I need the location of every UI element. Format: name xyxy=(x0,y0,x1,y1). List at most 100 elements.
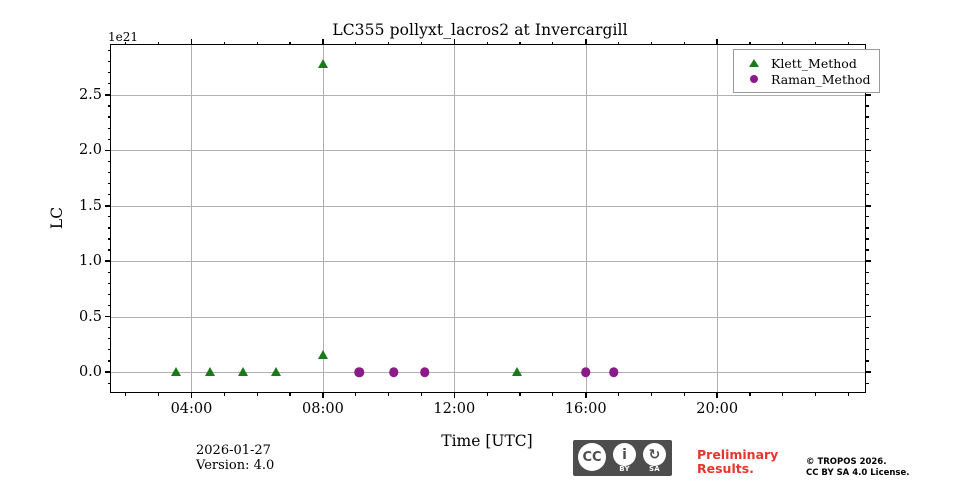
y-axis-minor-tick-right xyxy=(865,160,869,162)
y-axis-minor-tick-right xyxy=(865,182,869,185)
x-axis-minor-tick-top xyxy=(355,41,357,45)
gridline-vertical xyxy=(585,45,587,392)
y-axis-tick-right xyxy=(865,204,871,207)
x-axis-minor-tick-top xyxy=(256,41,258,45)
y-axis-minor-tick xyxy=(107,160,111,162)
y-axis-minor-tick-right xyxy=(865,238,869,240)
x-axis-minor-tick xyxy=(158,392,160,396)
y-axis-minor-tick xyxy=(107,83,111,85)
gridline-vertical xyxy=(191,45,193,392)
x-axis-minor-tick xyxy=(815,392,817,396)
y-axis-minor-tick-right xyxy=(865,282,869,284)
y-axis-minor-tick-right xyxy=(865,116,869,118)
y-axis-minor-tick xyxy=(107,61,111,63)
x-axis-minor-tick xyxy=(617,392,620,396)
y-axis-minor-tick xyxy=(107,49,111,52)
gridline-vertical xyxy=(322,45,324,392)
x-axis-minor-tick xyxy=(519,392,521,396)
x-axis-minor-tick-top xyxy=(552,41,554,45)
y-axis-minor-tick xyxy=(107,382,111,384)
y-axis-minor-tick-right xyxy=(865,360,869,362)
y-axis-tick-label: 2.0 xyxy=(78,142,102,159)
y-axis-tick-right xyxy=(865,260,871,262)
triangle-icon xyxy=(749,59,759,67)
x-axis-minor-tick xyxy=(420,392,423,396)
gridline-horizontal xyxy=(111,150,865,152)
legend-marker-icon xyxy=(741,59,767,67)
y-axis-tick-right xyxy=(865,315,871,318)
x-axis-tick-top xyxy=(584,39,587,45)
x-axis-minor-tick xyxy=(782,392,784,396)
x-axis-minor-tick-top xyxy=(486,41,488,45)
y-axis-minor-tick xyxy=(107,327,111,329)
x-axis-tick xyxy=(716,392,718,398)
y-axis-minor-tick-right xyxy=(865,249,869,251)
y-axis-minor-tick xyxy=(107,238,111,240)
plot-axes: 0.0 0.5 1.0 1.5 2.0 2.5 04:00 08:00 12:00 16:00 20… xyxy=(79,39,871,417)
gridline-horizontal xyxy=(111,261,865,263)
cc-sa-icon: ↻ xyxy=(643,443,666,466)
x-axis-minor-tick-top xyxy=(749,41,751,45)
y-axis-tick xyxy=(105,149,111,152)
y-axis-minor-tick-right xyxy=(865,194,869,196)
y-axis-minor-tick-right xyxy=(865,382,869,384)
plot-area xyxy=(111,45,865,392)
y-axis-minor-tick-right xyxy=(865,127,869,129)
x-axis-tick-label: 16:00 xyxy=(564,401,607,417)
data-point-klett_method xyxy=(171,367,182,377)
copyright-note: © TROPOS 2026. CC BY SA 4.0 License. xyxy=(806,457,909,479)
y-axis-minor-tick-right xyxy=(865,293,869,296)
y-axis-minor-tick xyxy=(107,304,111,307)
y-axis-tick xyxy=(105,315,111,318)
y-axis-minor-tick xyxy=(107,194,111,196)
stamp-version-text: Version: 4.0 xyxy=(196,458,275,473)
y-axis-tick-right xyxy=(865,94,871,96)
y-axis-label-text: LC xyxy=(48,206,67,229)
x-axis-minor-tick xyxy=(847,392,850,396)
y-axis-minor-tick-right xyxy=(865,327,869,329)
x-axis-minor-tick xyxy=(289,392,291,396)
y-axis-minor-tick xyxy=(107,349,111,351)
x-axis-minor-tick-top xyxy=(683,41,685,45)
data-point-klett_method xyxy=(511,367,522,377)
gridline-horizontal xyxy=(111,372,865,374)
data-point-klett_method xyxy=(204,367,215,377)
y-axis-minor-tick-right xyxy=(865,227,869,229)
y-axis-minor-tick xyxy=(107,271,111,273)
gridline-horizontal xyxy=(111,316,865,318)
y-axis-minor-tick xyxy=(107,72,111,74)
data-point-raman_method xyxy=(608,367,619,377)
cc-logo-icon: CC xyxy=(578,443,606,471)
chart-legend: Klett_Method Raman_Method xyxy=(733,49,880,93)
y-axis-minor-tick xyxy=(107,282,111,284)
data-point-klett_method xyxy=(317,58,328,68)
x-axis-minor-tick-top xyxy=(125,41,127,45)
data-point-raman_method xyxy=(354,367,364,377)
data-point-raman_method xyxy=(388,367,399,377)
legend-label: Raman_Method xyxy=(771,71,871,87)
y-axis-minor-tick xyxy=(107,227,111,229)
legend-entry: Klett_Method xyxy=(741,55,871,71)
y-axis-minor-tick xyxy=(107,105,111,107)
x-axis-minor-tick xyxy=(355,392,357,396)
x-axis-minor-tick xyxy=(223,392,225,396)
chart-title: LC355 pollyxt_lacros2 at Invercargill xyxy=(332,21,628,39)
y-axis-exponent-label: 1e21 xyxy=(108,30,139,44)
x-axis-tick-top xyxy=(453,39,456,45)
x-axis-minor-tick xyxy=(650,392,653,396)
y-axis-minor-tick-right xyxy=(865,304,869,307)
y-axis-minor-tick xyxy=(107,182,111,185)
y-axis-minor-tick xyxy=(107,293,111,296)
data-point-raman_method xyxy=(420,367,430,377)
x-axis-minor-tick-top xyxy=(815,41,817,45)
x-axis-tick xyxy=(322,392,324,398)
x-axis-minor-tick-top xyxy=(519,41,521,45)
y-axis-tick-label: 1.5 xyxy=(78,197,102,214)
stamp-date-text: 2026-01-27 xyxy=(196,443,271,458)
gridline-vertical xyxy=(717,45,719,392)
gridline-horizontal xyxy=(111,205,865,207)
date-version-stamp: 2026-01-27 Version: 4.0 xyxy=(196,443,274,473)
y-axis-minor-tick-right xyxy=(865,216,869,218)
x-axis-tick xyxy=(453,392,456,398)
